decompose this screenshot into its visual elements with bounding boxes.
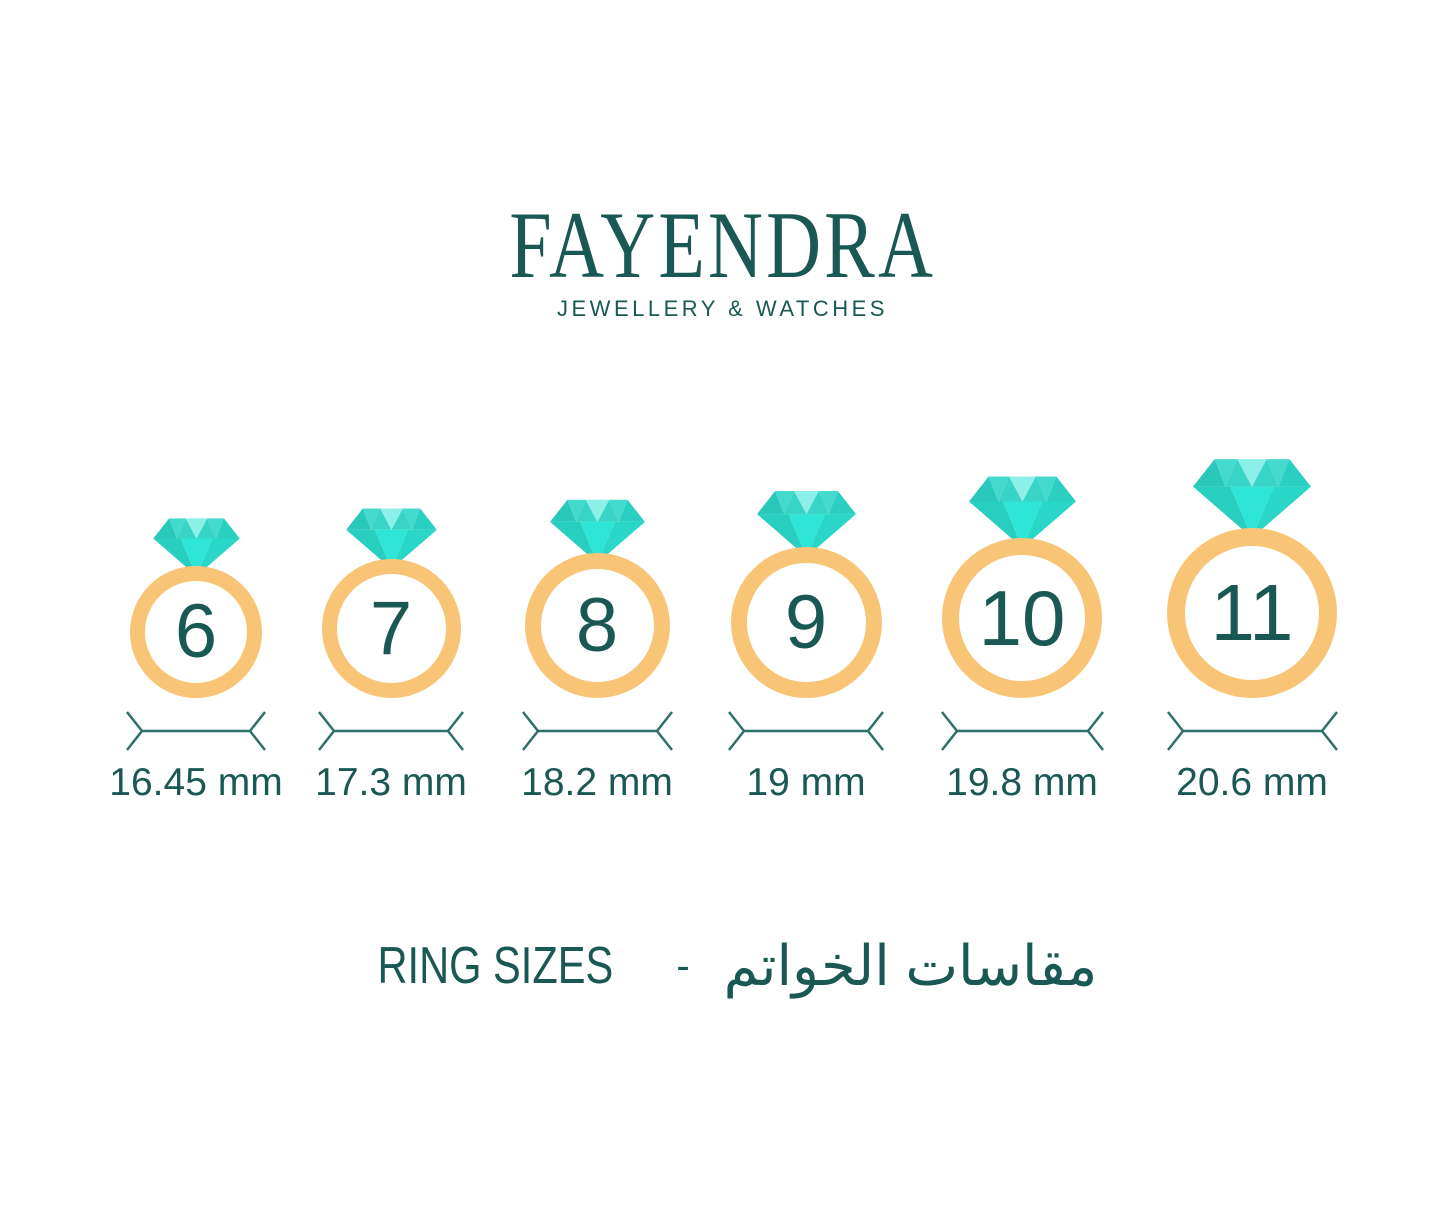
ring-band: 11 <box>1167 528 1337 698</box>
diameter-dimension-line <box>726 709 886 758</box>
diamond-icon <box>1193 453 1311 543</box>
diameter-dimension-line <box>124 709 268 758</box>
diameter-label: 20.6 mm <box>1176 761 1328 804</box>
diameter-label: 18.2 mm <box>521 761 673 804</box>
diamond-icon <box>345 504 437 574</box>
ring-size-number: 9 <box>784 579 828 665</box>
diameter-dimension-line <box>939 709 1106 758</box>
diameter-dimension-line <box>316 709 466 758</box>
diameter-dimension-line <box>520 709 675 758</box>
ring-sizes-title-en: RING SIZES <box>377 937 613 995</box>
ring-band: 8 <box>524 553 670 698</box>
ring-sizes-title-ar: مقاسات الخواتم <box>723 934 1098 997</box>
ring-size-number: 10 <box>978 574 1066 662</box>
diamond-icon <box>549 495 645 568</box>
diamond-icon <box>968 471 1076 553</box>
diameter-label: 19.8 mm <box>946 761 1098 804</box>
ring-band: 7 <box>321 559 461 698</box>
brand-tagline: JEWELLERY & WATCHES <box>557 296 888 321</box>
ring-band: 9 <box>730 547 882 698</box>
ring-size-number: 11 <box>1210 568 1294 657</box>
ring-band: 10 <box>942 538 1102 698</box>
diameter-label: 19 mm <box>746 761 866 804</box>
page-title: RING SIZES - مقاسات الخواتم <box>0 933 1445 999</box>
brand-logo: FAYENDRA JEWELLERY & WATCHES <box>0 198 1445 321</box>
diameter-label: 17.3 mm <box>315 761 467 804</box>
ring-size-number: 7 <box>369 585 413 671</box>
brand-name: FAYENDRA <box>509 192 936 298</box>
title-separator: - <box>676 943 690 988</box>
diameter-dimension-line <box>1165 709 1340 758</box>
diameter-label: 16.45 mm <box>109 761 283 804</box>
ring-size-number: 6 <box>174 589 218 674</box>
ring-size-number: 8 <box>575 582 619 668</box>
ring-band: 6 <box>130 566 262 698</box>
diamond-icon <box>756 486 856 562</box>
